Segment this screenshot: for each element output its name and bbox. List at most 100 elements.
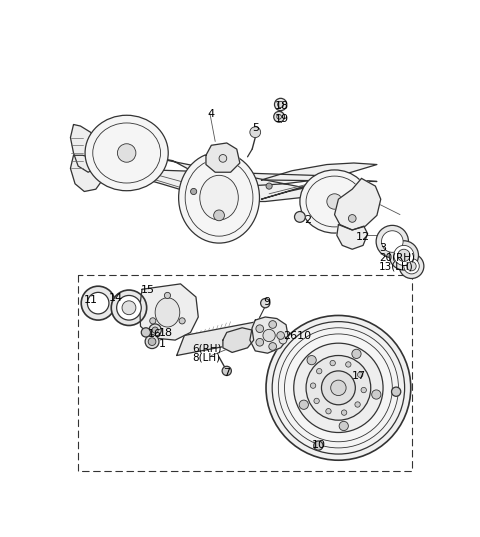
- Circle shape: [295, 212, 305, 222]
- Circle shape: [256, 325, 264, 332]
- Ellipse shape: [394, 245, 414, 265]
- Circle shape: [179, 318, 185, 324]
- Circle shape: [314, 441, 323, 450]
- Text: 7: 7: [223, 368, 230, 378]
- Circle shape: [346, 362, 351, 367]
- Ellipse shape: [81, 286, 115, 320]
- Text: 15: 15: [141, 285, 155, 295]
- Circle shape: [152, 327, 158, 333]
- Circle shape: [316, 368, 322, 374]
- Text: 16: 16: [147, 329, 161, 338]
- Circle shape: [361, 387, 366, 393]
- Circle shape: [219, 155, 227, 162]
- Circle shape: [274, 111, 285, 122]
- Polygon shape: [262, 163, 377, 199]
- Circle shape: [322, 371, 355, 405]
- Circle shape: [326, 409, 331, 414]
- Circle shape: [306, 355, 371, 420]
- Circle shape: [272, 322, 405, 454]
- Circle shape: [277, 114, 281, 119]
- Polygon shape: [140, 284, 198, 340]
- Circle shape: [278, 328, 398, 448]
- Circle shape: [148, 338, 156, 345]
- Text: 19: 19: [275, 114, 288, 125]
- Ellipse shape: [111, 290, 147, 325]
- Polygon shape: [71, 155, 104, 192]
- Text: 2610: 2610: [283, 331, 311, 341]
- Text: 2: 2: [304, 215, 311, 224]
- Circle shape: [261, 299, 270, 308]
- Ellipse shape: [389, 241, 419, 270]
- Text: 18: 18: [275, 101, 289, 111]
- Text: 4: 4: [207, 109, 215, 119]
- Polygon shape: [335, 178, 381, 230]
- Circle shape: [214, 210, 225, 221]
- Ellipse shape: [404, 258, 419, 274]
- Circle shape: [266, 183, 272, 189]
- Circle shape: [339, 422, 348, 431]
- Circle shape: [314, 398, 319, 404]
- Circle shape: [311, 383, 316, 388]
- Circle shape: [150, 318, 156, 324]
- Ellipse shape: [300, 170, 369, 233]
- Ellipse shape: [200, 175, 238, 220]
- Text: 5: 5: [252, 123, 259, 133]
- Ellipse shape: [306, 176, 363, 227]
- Circle shape: [277, 101, 284, 107]
- Circle shape: [141, 328, 151, 337]
- Circle shape: [294, 343, 383, 432]
- Polygon shape: [177, 320, 265, 355]
- Circle shape: [277, 332, 285, 339]
- Ellipse shape: [185, 159, 253, 236]
- Circle shape: [149, 324, 161, 336]
- Text: 12: 12: [356, 231, 370, 242]
- Text: 6(RH): 6(RH): [192, 343, 222, 353]
- Circle shape: [145, 335, 159, 349]
- Circle shape: [330, 360, 336, 366]
- Text: 11: 11: [84, 295, 98, 306]
- Circle shape: [263, 329, 275, 342]
- Ellipse shape: [376, 226, 408, 258]
- Polygon shape: [337, 224, 368, 249]
- Circle shape: [331, 380, 346, 396]
- Text: 8(LH): 8(LH): [192, 352, 220, 362]
- Circle shape: [279, 336, 287, 344]
- Circle shape: [250, 127, 261, 137]
- Circle shape: [164, 292, 170, 299]
- Ellipse shape: [179, 152, 260, 243]
- Ellipse shape: [87, 292, 109, 314]
- Circle shape: [266, 315, 411, 460]
- Ellipse shape: [155, 297, 180, 327]
- Polygon shape: [104, 148, 335, 201]
- Circle shape: [269, 321, 276, 328]
- Circle shape: [307, 355, 316, 365]
- Text: 18: 18: [159, 328, 173, 338]
- Circle shape: [348, 215, 356, 222]
- Circle shape: [222, 366, 231, 375]
- Polygon shape: [250, 317, 288, 353]
- Circle shape: [352, 349, 361, 359]
- Text: 10: 10: [312, 440, 325, 450]
- Ellipse shape: [382, 231, 403, 252]
- Text: 3: 3: [379, 243, 386, 253]
- Circle shape: [341, 410, 347, 415]
- Polygon shape: [71, 125, 104, 172]
- Text: 20(RH): 20(RH): [379, 252, 415, 262]
- Polygon shape: [223, 328, 254, 352]
- Polygon shape: [206, 143, 240, 172]
- Circle shape: [355, 402, 360, 407]
- Text: 17: 17: [352, 371, 366, 381]
- Circle shape: [407, 262, 416, 271]
- Circle shape: [256, 338, 264, 346]
- Circle shape: [191, 188, 197, 194]
- Circle shape: [269, 343, 276, 350]
- Circle shape: [285, 334, 392, 442]
- Circle shape: [392, 387, 401, 396]
- Circle shape: [398, 249, 410, 262]
- Ellipse shape: [117, 295, 141, 320]
- Ellipse shape: [122, 301, 136, 315]
- Ellipse shape: [85, 115, 168, 191]
- Circle shape: [372, 390, 381, 399]
- Text: 13(LH): 13(LH): [379, 262, 414, 272]
- Ellipse shape: [399, 254, 424, 279]
